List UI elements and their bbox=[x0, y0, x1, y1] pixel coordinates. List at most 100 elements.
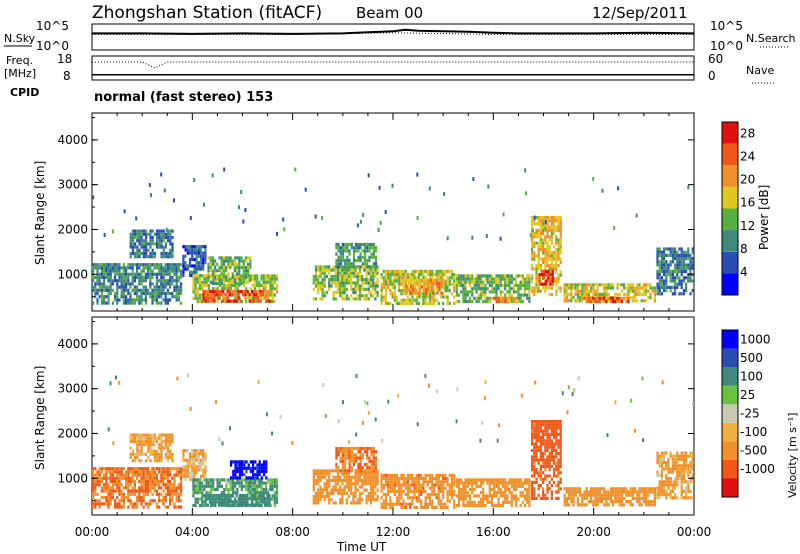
range-cell-454 bbox=[147, 436, 150, 440]
range-cell-1423 bbox=[361, 255, 364, 259]
range-cell-1596 bbox=[415, 269, 418, 273]
range-cell-1602 bbox=[431, 489, 434, 493]
range-cell-724 bbox=[227, 491, 230, 495]
range-cell-2349 bbox=[568, 286, 571, 290]
range-cell-1097 bbox=[323, 482, 326, 486]
range-cell-1416 bbox=[382, 473, 385, 477]
range-cell-1451 bbox=[372, 249, 375, 253]
range-cell-482 bbox=[151, 235, 154, 240]
range-cell-844 bbox=[264, 299, 268, 304]
range-cell-1460 bbox=[393, 477, 396, 481]
range-cell-1046 bbox=[265, 460, 268, 464]
range-cell-1756 bbox=[414, 285, 417, 289]
range-cell-1711 bbox=[446, 276, 449, 280]
range-cell-409 bbox=[131, 439, 134, 444]
range-cell-2135 bbox=[539, 241, 542, 245]
range-cell-576 bbox=[191, 251, 194, 255]
range-cell-335 bbox=[164, 285, 167, 289]
range-cell-1156 bbox=[341, 478, 344, 483]
range-cell-672 bbox=[207, 481, 210, 485]
range-cell-1353 bbox=[355, 459, 358, 463]
range-cell-2209 bbox=[548, 251, 551, 255]
range-cell-2149 bbox=[542, 232, 545, 236]
range-cell-2707 bbox=[682, 269, 685, 273]
range-cell-1936 bbox=[533, 445, 536, 449]
range-cell-194 bbox=[133, 285, 136, 289]
range-cell-823 bbox=[260, 484, 263, 488]
range-cell-1210 bbox=[356, 469, 359, 473]
range-cell-41 bbox=[100, 275, 103, 280]
range-cell-1029 bbox=[256, 469, 259, 474]
range-cell-512 bbox=[162, 229, 165, 233]
range-cell-1732 bbox=[453, 279, 456, 283]
range-cell-893 bbox=[209, 293, 212, 297]
range-cell-484 bbox=[151, 242, 154, 246]
range-cell-840 bbox=[264, 280, 268, 284]
range-cell-1855 bbox=[510, 500, 513, 504]
range-cell-544 bbox=[184, 449, 187, 453]
range-cell-1776 bbox=[484, 503, 487, 508]
range-cell-723 bbox=[223, 287, 226, 291]
range-cell-956 bbox=[257, 503, 260, 507]
range-cell-588 bbox=[193, 270, 196, 274]
range-cell-1744 bbox=[407, 288, 410, 292]
range-cell-416 bbox=[131, 235, 134, 240]
range-cell-1206 bbox=[341, 284, 344, 288]
range-cell-420 bbox=[136, 436, 139, 440]
range-cell-55 bbox=[103, 282, 106, 286]
range-cell-1939 bbox=[533, 455, 536, 459]
range-cell-576 bbox=[193, 449, 196, 453]
range-cell-374 bbox=[175, 473, 178, 477]
range-cell-1340 bbox=[376, 265, 379, 269]
range-cell-1208 bbox=[341, 290, 344, 295]
range-cell-1489 bbox=[400, 493, 403, 497]
range-cell-532 bbox=[171, 439, 174, 444]
range-cell-1383 bbox=[346, 255, 349, 259]
range-cell-2577 bbox=[658, 263, 661, 267]
range-cell-709 bbox=[218, 283, 221, 288]
range-cell-2419 bbox=[598, 292, 601, 296]
range-cell-749 bbox=[236, 478, 239, 482]
range-cell-2127 bbox=[539, 216, 542, 220]
range-cell-1282 bbox=[374, 485, 377, 489]
range-cell-1580 bbox=[424, 502, 427, 506]
range-cell-1757 bbox=[414, 288, 417, 292]
range-cell-1740 bbox=[405, 288, 408, 292]
range-cell-362 bbox=[173, 467, 176, 471]
range-cell-822 bbox=[258, 287, 261, 291]
range-cell-71 bbox=[107, 266, 110, 270]
range-cell-1499 bbox=[402, 502, 405, 506]
range-cell-401 bbox=[129, 433, 132, 437]
range-cell-750 bbox=[236, 481, 239, 485]
range-cell-35 bbox=[98, 479, 101, 484]
range-cell-479 bbox=[153, 452, 156, 456]
range-cell-858 bbox=[273, 478, 276, 482]
range-cell-247 bbox=[144, 295, 147, 299]
range-cell-1018 bbox=[220, 269, 223, 273]
range-cell-2075 bbox=[548, 480, 551, 484]
range-cell-1205 bbox=[354, 485, 357, 489]
range-cell-1551 bbox=[402, 289, 405, 293]
range-cell-1185 bbox=[336, 278, 340, 282]
range-cell-405 bbox=[180, 291, 183, 296]
range-cell-2059 bbox=[531, 225, 534, 229]
range-cell-1827 bbox=[462, 287, 465, 291]
range-cell-2103 bbox=[535, 280, 538, 284]
range-cell-322 bbox=[162, 275, 165, 280]
range-cell-249 bbox=[144, 301, 147, 305]
range-cell-2553 bbox=[618, 299, 621, 304]
range-cell-2438 bbox=[607, 286, 610, 290]
range-cell-1376 bbox=[366, 446, 369, 451]
range-cell-1627 bbox=[437, 496, 440, 500]
range-cell-1732 bbox=[468, 497, 472, 501]
range-cell-2133 bbox=[539, 235, 542, 239]
range-cell-2050 bbox=[546, 448, 549, 452]
range-cell-212 bbox=[138, 489, 141, 493]
range-cell-1633 bbox=[439, 486, 443, 490]
range-cell-360 bbox=[171, 495, 174, 500]
range-cell-11 bbox=[94, 275, 97, 280]
range-cell-1135 bbox=[334, 482, 337, 486]
range-cell-160 bbox=[127, 476, 130, 480]
range-cell-561 bbox=[188, 461, 192, 466]
range-cell-893 bbox=[213, 503, 216, 507]
